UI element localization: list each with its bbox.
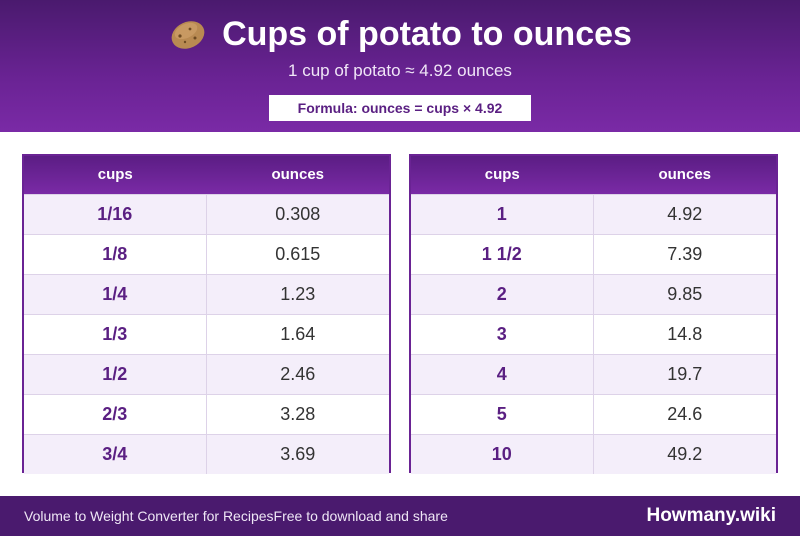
ounces-cell: 3.28: [280, 404, 316, 424]
cups-cell: 5: [411, 395, 594, 434]
cups-cell: 3: [411, 315, 594, 354]
table-row: 4 19.7: [411, 354, 776, 394]
cups-cell: 1/3: [24, 315, 207, 354]
header: Cups of potato to ounces 1 cup of potato…: [0, 0, 800, 132]
table-body: 1/16 0.308 1/8 0.615 1/4 1.23 1/3 1.64 1/2 2.…: [24, 194, 389, 474]
cups-cell: 1/8: [24, 235, 207, 274]
table-row: 5 24.6: [411, 394, 776, 434]
table-row: 2 9.85: [411, 274, 776, 314]
table-row: 1/4 1.23: [24, 274, 389, 314]
table-header: cups ounces: [411, 156, 776, 194]
ounces-cell: 9.85: [667, 284, 703, 304]
ounces-cell: 3.69: [280, 444, 316, 464]
ounces-cell: 19.7: [667, 364, 703, 384]
ounces-cell: 0.308: [275, 204, 321, 224]
table-header: cups ounces: [24, 156, 389, 194]
column-header-cups: cups: [484, 166, 520, 183]
column-header-ounces: ounces: [271, 166, 324, 183]
cups-cell: 2/3: [24, 395, 207, 434]
formula-badge: Formula: ounces = cups × 4.92: [269, 95, 531, 121]
ounces-cell: 4.92: [667, 204, 703, 224]
cups-cell: 1/2: [24, 355, 207, 394]
ounces-cell: 1.23: [280, 284, 316, 304]
conversion-table-left: cups ounces 1/16 0.308 1/8 0.615 1/4 1.23 1…: [22, 154, 391, 474]
ounces-cell: 24.6: [667, 404, 703, 424]
cups-cell: 1/4: [24, 275, 207, 314]
footer: Volume to Weight Converter for RecipesFr…: [0, 496, 800, 536]
ounces-cell: 0.615: [275, 244, 321, 264]
ounces-cell: 49.2: [667, 444, 703, 464]
column-header-cups: cups: [97, 166, 133, 183]
cups-cell: 1/16: [24, 195, 207, 234]
table-row: 1 1/2 7.39: [411, 234, 776, 274]
ounces-cell: 14.8: [667, 324, 703, 344]
table-row: 1/16 0.308: [24, 194, 389, 234]
column-header-ounces: ounces: [658, 166, 711, 183]
potato-icon: [168, 16, 208, 52]
cups-cell: 2: [411, 275, 594, 314]
table-row: 2/3 3.28: [24, 394, 389, 434]
cups-cell: 1: [411, 195, 594, 234]
table-row: 1/2 2.46: [24, 354, 389, 394]
table-body: 1 4.92 1 1/2 7.39 2 9.85 3 14.8 4 19.7 5 24.6 …: [411, 194, 776, 474]
table-row: 1/8 0.615: [24, 234, 389, 274]
table-row: 3 14.8: [411, 314, 776, 354]
brand-link[interactable]: Howmany.wiki: [646, 505, 776, 526]
page-subtitle: 1 cup of potato ≈ 4.92 ounces: [288, 61, 512, 80]
footer-note: Free to download and share: [273, 508, 448, 524]
ounces-cell: 7.39: [667, 244, 703, 264]
page-title: Cups of potato to ounces: [222, 15, 632, 53]
conversion-table-right: cups ounces 1 4.92 1 1/2 7.39 2 9.85 3 14.8 …: [409, 154, 778, 474]
footer-text: Volume to Weight Converter for Recipes: [24, 508, 274, 524]
cups-cell: 10: [411, 435, 594, 474]
cups-cell: 1 1/2: [411, 235, 594, 274]
page-title-row: Cups of potato to ounces: [0, 14, 800, 54]
table-row: 1 4.92: [411, 194, 776, 234]
table-row: 10 49.2: [411, 434, 776, 474]
ounces-cell: 2.46: [280, 364, 316, 384]
cups-cell: 4: [411, 355, 594, 394]
table-row: 3/4 3.69: [24, 434, 389, 474]
ounces-cell: 1.64: [280, 324, 316, 344]
footer-description: Volume to Weight Converter for RecipesFr…: [24, 496, 448, 536]
table-row: 1/3 1.64: [24, 314, 389, 354]
cups-cell: 3/4: [24, 435, 207, 474]
